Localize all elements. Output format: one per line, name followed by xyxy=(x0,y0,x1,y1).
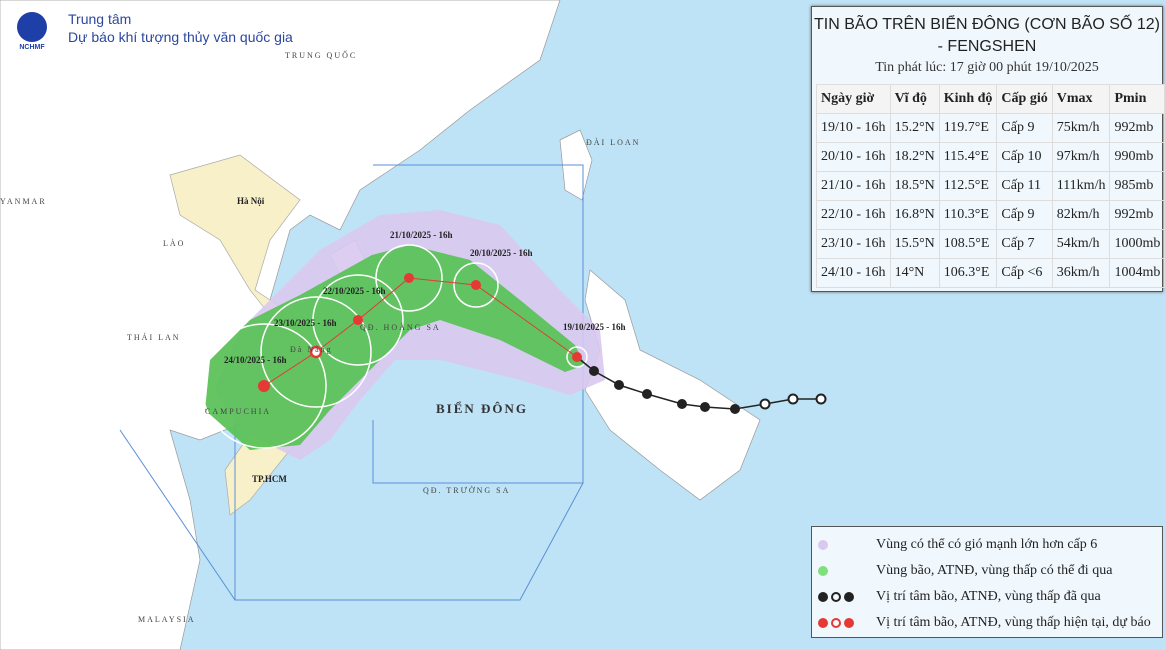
table-row: 19/10 - 16h 15.2°N 119.7°E Cấp 9 75km/h 992mb xyxy=(816,113,1166,143)
past-positions xyxy=(589,366,827,414)
label-thailand: THÁI LAN xyxy=(127,332,181,342)
table-cell: 1000mb xyxy=(1109,229,1166,259)
forecast-track xyxy=(263,277,578,387)
table-cell: 19/10 - 16h xyxy=(816,113,891,143)
track-label: 20/10/2025 - 16h xyxy=(470,248,533,258)
storm-zone xyxy=(205,245,585,450)
table-cell: 112.5°E xyxy=(938,171,998,201)
table-cell: 1004mb xyxy=(1109,258,1166,288)
table-cell: 15.2°N xyxy=(889,113,940,143)
past-track xyxy=(576,356,821,410)
table-cell: 22/10 - 16h xyxy=(816,200,891,230)
table-cell: 18.5°N xyxy=(889,171,940,201)
table-cell: 106.3°E xyxy=(938,258,998,288)
table-cell: 990mb xyxy=(1109,142,1166,172)
table-cell: 21/10 - 16h xyxy=(816,171,891,201)
past-low-icon xyxy=(844,591,854,602)
green-dot-icon xyxy=(818,565,828,576)
table-cell: 15.5°N xyxy=(889,229,940,259)
table-cell: 75km/h xyxy=(1051,113,1111,143)
label-myanmar: YANMAR xyxy=(0,197,47,206)
track-label: 19/10/2025 - 16h xyxy=(563,322,626,332)
table-row: 21/10 - 16h 18.5°N 112.5°E Cấp 11 111km/h 985… xyxy=(816,171,1166,201)
table-row: 20/10 - 16h 18.2°N 115.4°E Cấp 10 97km/h 990m… xyxy=(816,142,1166,172)
legend-item: Vị trí tâm bão, ATNĐ, vùng thấp đã qua xyxy=(812,584,1162,609)
table-cell: 14°N xyxy=(889,258,940,288)
table-cell: 97km/h xyxy=(1051,142,1111,172)
table-cell: Cấp <6 xyxy=(996,258,1053,288)
table-cell: 36km/h xyxy=(1051,258,1111,288)
label-hanoi: Hà Nội xyxy=(237,196,265,206)
table-cell: 115.4°E xyxy=(938,142,998,172)
forecast-storm-icon xyxy=(818,617,828,628)
legend-item: Vùng có thể có gió mạnh lớn hơn cấp 6 xyxy=(812,532,1162,557)
nchmf-logo: NCHMF xyxy=(10,10,54,58)
sea-boundary xyxy=(119,164,584,601)
legend-item: Vùng bão, ATNĐ, vùng thấp có thể đi qua xyxy=(812,558,1162,583)
table-cell: Cấp 9 xyxy=(996,113,1053,143)
forecast-positions xyxy=(258,273,582,392)
table-cell: 992mb xyxy=(1109,113,1166,143)
table-cell: Cấp 11 xyxy=(996,171,1053,201)
legend-item: Vị trí tâm bão, ATNĐ, vùng thấp hiện tại… xyxy=(812,610,1162,635)
table-cell: 119.7°E xyxy=(938,113,998,143)
label-taiwan: ĐÀI LOAN xyxy=(586,137,640,147)
label-spratly: QĐ. TRƯỜNG SA xyxy=(423,485,510,495)
table-cell: 16.8°N xyxy=(889,200,940,230)
label-danang: Đà Nẵng xyxy=(290,345,333,354)
forecast-depression-icon xyxy=(831,617,841,628)
column-header: Vĩ độ xyxy=(889,84,940,114)
table-cell: 54km/h xyxy=(1051,229,1111,259)
column-header: Kinh độ xyxy=(938,84,998,114)
table-row: 24/10 - 16h 14°N 106.3°E Cấp <6 36km/h 1004mb xyxy=(816,258,1166,288)
forecast-table: Ngày giờ Vĩ độ Kinh độ Cấp gió Vmax Pmin 19/10… xyxy=(816,84,1166,288)
past-storm-icon xyxy=(818,591,828,602)
table-cell: 20/10 - 16h xyxy=(816,142,891,172)
purple-dot-icon xyxy=(818,539,828,550)
label-hcm: TP.HCM xyxy=(252,474,287,484)
table-cell: Cấp 10 xyxy=(996,142,1053,172)
legend: Vùng có thể có gió mạnh lớn hơn cấp 6 Vù… xyxy=(811,526,1163,638)
table-cell: 82km/h xyxy=(1051,200,1111,230)
table-cell: 23/10 - 16h xyxy=(816,229,891,259)
org-line1: Trung tâm xyxy=(68,11,132,27)
header: NCHMF Trung tâm Dự báo khí tượng thủy văn… xyxy=(10,10,293,58)
label-paracel: QĐ. HOÀNG SA xyxy=(360,322,441,332)
past-depression-icon xyxy=(831,591,841,602)
column-header: Vmax xyxy=(1051,84,1111,114)
issued-time: Tin phát lúc: 17 giờ 00 phút 19/10/2025 xyxy=(875,60,1099,75)
label-cambodia: CAMPUCHIA xyxy=(205,407,271,416)
forecast-circles xyxy=(201,244,588,449)
table-cell: 985mb xyxy=(1109,171,1166,201)
table-cell: 992mb xyxy=(1109,200,1166,230)
track-label: 24/10/2025 - 16h xyxy=(224,355,287,365)
track-label: 23/10/2025 - 16h xyxy=(274,318,337,328)
label-laos: LÀO xyxy=(163,238,185,248)
column-header: Pmin xyxy=(1109,84,1166,114)
table-row: 23/10 - 16h 15.5°N 108.5°E Cấp 7 54km/h 1000m… xyxy=(816,229,1166,259)
bulletin-panel: TIN BÃO TRÊN BIỂN ĐÔNG (CƠN BÃO SỐ 12) -… xyxy=(811,6,1166,292)
table-cell: 108.5°E xyxy=(938,229,998,259)
table-cell: 110.3°E xyxy=(938,200,998,230)
table-row: 22/10 - 16h 16.8°N 110.3°E Cấp 9 82km/h 992mb xyxy=(816,200,1166,230)
table-cell: 24/10 - 16h xyxy=(816,258,891,288)
table-cell: Cấp 9 xyxy=(996,200,1053,230)
forecast-low-icon xyxy=(844,617,854,628)
table-cell: Cấp 7 xyxy=(996,229,1053,259)
track-label: 21/10/2025 - 16h xyxy=(390,230,453,240)
table-cell: 18.2°N xyxy=(889,142,940,172)
org-line2: Dự báo khí tượng thủy văn quốc gia xyxy=(68,29,293,45)
bulletin-title: TIN BÃO TRÊN BIỂN ĐÔNG (CƠN BÃO SỐ 12) -… xyxy=(814,16,1160,55)
label-malaysia: MALAYSIA xyxy=(138,615,196,624)
label-china: TRUNG QUỐC xyxy=(285,50,357,60)
table-cell: 111km/h xyxy=(1051,171,1111,201)
column-header: Cấp gió xyxy=(996,84,1053,114)
track-label: 22/10/2025 - 16h xyxy=(323,286,386,296)
label-sea: BIỂN ĐÔNG xyxy=(436,401,528,416)
column-header: Ngày giờ xyxy=(816,84,891,114)
